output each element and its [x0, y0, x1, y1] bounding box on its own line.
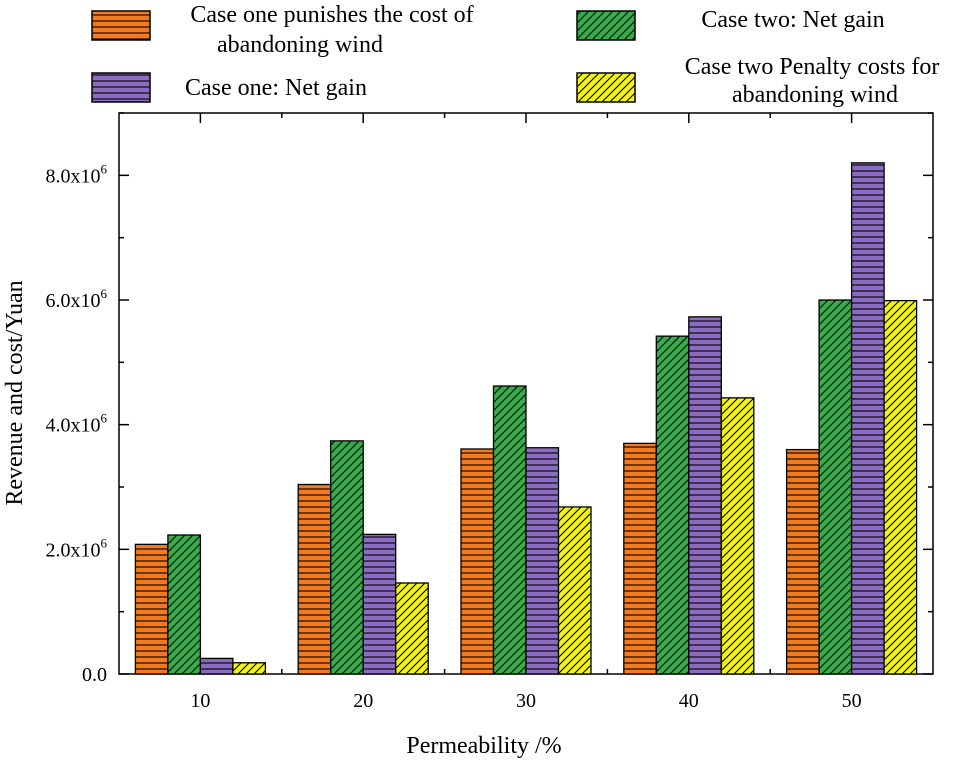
x-tick-label: 20 [353, 690, 373, 712]
bar [850, 162, 885, 675]
bar [557, 506, 592, 675]
bar [883, 299, 918, 675]
bar [785, 448, 820, 675]
legend-item-3: Case one: Net gain [91, 72, 367, 103]
x-tick-label: 10 [190, 690, 210, 712]
bar [460, 448, 495, 675]
legend-label-4: Case two Penalty costs for abandoning wi… [685, 54, 946, 108]
legend-label-2: Case two: Net gain [701, 7, 884, 33]
y-tick-label: 2.0x106 [46, 535, 108, 561]
y-axis-title: Revenue and cost/Yuan [2, 280, 28, 505]
legend-swatch-hatch-3 [92, 73, 150, 102]
legend: Case one punishes the cost of abandoning… [91, 2, 946, 108]
bar [330, 440, 364, 675]
bar [134, 543, 169, 675]
legend-item-4: Case two Penalty costs for abandoning wi… [576, 54, 946, 108]
legend-swatch-hatch-4 [577, 73, 635, 102]
bar [362, 533, 397, 675]
y-tick-label: 0.0 [82, 664, 107, 686]
legend-label-1: Case one punishes the cost of abandoning… [190, 2, 479, 58]
legend-swatch-hatch-2 [577, 11, 635, 40]
bars-layer [134, 162, 918, 675]
y-tick-label: 8.0x106 [46, 161, 108, 187]
bar [720, 397, 755, 675]
y-tick-label: 4.0x106 [46, 411, 108, 437]
legend-item-1: Case one punishes the cost of abandoning… [91, 2, 479, 58]
x-axis-title: Permeability /% [406, 733, 561, 759]
y-tick-labels: 0.0 2.0x106 4.0x106 6.0x106 8.0x106 [46, 161, 108, 686]
bar [818, 299, 853, 675]
bar [623, 442, 657, 675]
legend-label-1-line-1: Case one punishes the cost of [190, 2, 473, 28]
x-tick-label: 50 [842, 690, 862, 712]
bar [525, 447, 560, 675]
legend-label-1-line-2: abandoning wind [217, 32, 383, 58]
x-tick-label: 30 [516, 690, 536, 712]
y-tick-label: 6.0x106 [46, 286, 108, 312]
bar [688, 316, 722, 675]
bar [199, 657, 234, 675]
bar [492, 385, 527, 675]
bar [232, 662, 267, 675]
bar [655, 335, 690, 675]
legend-item-2: Case two: Net gain [576, 7, 885, 41]
legend-label-4-line-2: abandoning wind [732, 82, 898, 108]
legend-swatch-hatch-1 [92, 11, 150, 40]
x-tick-labels: 10 20 30 40 50 [190, 690, 861, 712]
legend-label-4-line-1: Case two Penalty costs for [685, 54, 940, 80]
legend-label-3: Case one: Net gain [185, 75, 367, 101]
bar [167, 534, 202, 675]
x-tick-label: 40 [679, 690, 699, 712]
bar [395, 582, 429, 675]
bar [297, 483, 332, 675]
